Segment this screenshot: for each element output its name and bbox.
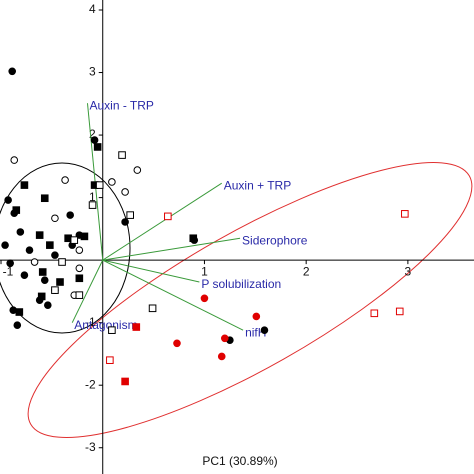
point: [30, 258, 39, 266]
point: [15, 308, 24, 316]
loading-label: P solubilization: [201, 277, 281, 291]
point: [38, 268, 47, 276]
point: [220, 334, 229, 343]
point: [88, 201, 97, 209]
point: [1, 241, 9, 249]
y-tick-label: 4: [89, 2, 96, 16]
x-axis-label: PC1 (30.89%): [202, 454, 277, 468]
point: [80, 232, 89, 241]
point: [40, 276, 49, 284]
point: [395, 307, 404, 316]
point: [20, 181, 29, 189]
point: [16, 228, 25, 236]
point: [61, 176, 69, 184]
point: [46, 241, 54, 249]
point: [121, 377, 129, 386]
point: [164, 212, 172, 221]
point: [401, 210, 409, 218]
y-tick-label: -2: [85, 377, 96, 391]
group-ellipse: [27, 162, 473, 438]
y-tick-label: 1: [89, 190, 96, 204]
loading-vector: [102, 259, 244, 331]
point: [370, 309, 379, 318]
point: [90, 136, 99, 144]
point: [56, 278, 64, 286]
y-tick-label: 3: [89, 65, 96, 79]
point: [58, 258, 66, 266]
y-tick-label: 2: [89, 127, 96, 141]
point: [106, 356, 114, 364]
point: [118, 151, 126, 159]
point: [12, 206, 21, 214]
point: [20, 271, 29, 279]
point: [4, 196, 12, 204]
point: [133, 166, 142, 174]
point: [40, 194, 49, 203]
point: [260, 326, 269, 334]
y-tick-label: -3: [85, 440, 96, 454]
point: [13, 321, 22, 329]
point: [252, 312, 261, 321]
loading-vector: [102, 237, 241, 261]
loading-label: Auxin - TRP: [89, 98, 153, 112]
loading-label: Siderophore: [242, 233, 308, 247]
point: [51, 286, 59, 294]
point: [121, 218, 129, 226]
point: [75, 264, 84, 273]
point: [189, 234, 198, 243]
point: [75, 291, 84, 299]
group-ellipse: [0, 162, 131, 334]
x-tick-label: 2: [303, 264, 310, 278]
point: [51, 251, 59, 259]
point: [148, 304, 157, 313]
point: [66, 211, 74, 219]
point: [8, 67, 17, 76]
point: [70, 236, 79, 244]
point: [51, 214, 59, 223]
point: [6, 259, 14, 268]
point: [37, 292, 46, 301]
loading-vector: [102, 259, 200, 283]
point: [35, 231, 44, 239]
point: [217, 352, 226, 361]
point: [108, 178, 116, 186]
point: [75, 246, 84, 254]
x-tick-label: 1: [201, 264, 208, 278]
point: [10, 156, 19, 164]
loading-vector: [71, 259, 104, 323]
point: [200, 294, 209, 303]
point: [126, 211, 134, 219]
point: [44, 301, 52, 309]
point: [173, 339, 181, 348]
loading-label: Antagonism: [74, 318, 137, 332]
point: [108, 326, 116, 334]
point: [93, 143, 102, 151]
point: [75, 274, 84, 283]
point: [25, 246, 34, 254]
point: [95, 181, 104, 189]
point: [121, 188, 129, 196]
x-tick-label: 3: [405, 264, 412, 278]
y-tick-label: -1: [85, 315, 96, 329]
loading-label: Auxin + TRP: [224, 178, 291, 192]
loading-vector: [102, 182, 223, 261]
point: [132, 323, 141, 331]
x-tick-label: -1: [3, 264, 14, 278]
